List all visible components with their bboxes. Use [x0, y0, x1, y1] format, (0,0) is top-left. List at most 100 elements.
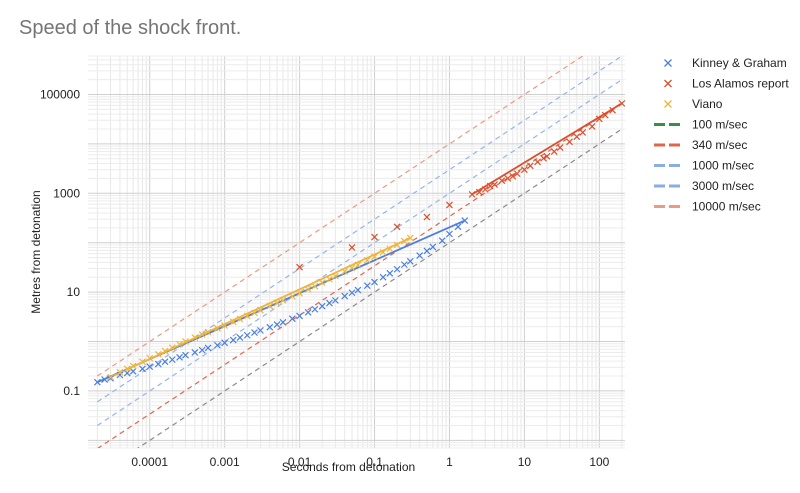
data-point: [513, 170, 521, 178]
data-point: [296, 263, 304, 271]
data-point: [304, 285, 312, 293]
data-point: [609, 106, 616, 114]
data-point: [304, 308, 312, 316]
data-point: [550, 148, 558, 155]
data-point: [326, 275, 333, 283]
data-point: [504, 174, 512, 182]
data-point: [595, 115, 603, 123]
data-point: [371, 233, 378, 241]
y-tick-label: 0.1: [63, 384, 80, 398]
legend: Kinney & Graham Los Alamos report Viano 100…: [654, 56, 789, 214]
data-point: [129, 367, 137, 375]
data-point: [393, 241, 401, 249]
data-point: [273, 299, 281, 307]
legend-label: 100 m/sec: [692, 118, 747, 132]
data-point: [486, 182, 494, 190]
data-point: [296, 312, 304, 320]
data-point: [116, 371, 124, 379]
data-point: [182, 338, 189, 345]
data-point: [139, 365, 146, 373]
data-point: [146, 354, 154, 362]
trend-line: [471, 102, 623, 196]
data-point: [204, 328, 212, 336]
data-point: [129, 362, 137, 370]
x-tick-label: 10: [518, 455, 532, 469]
x-axis-label: Seconds from detonation: [282, 460, 415, 474]
data-point: [331, 272, 339, 280]
data-point: [416, 252, 424, 259]
data-point: [423, 247, 431, 255]
data-point: [279, 318, 287, 326]
data-point: [273, 321, 281, 329]
data-point: [379, 248, 387, 256]
data-point: [509, 172, 517, 180]
legend-label: 340 m/sec: [692, 138, 747, 152]
x-tick-label: 0.1: [366, 455, 383, 469]
data-point: [279, 296, 287, 304]
data-point: [371, 253, 378, 261]
data-point: [579, 129, 587, 136]
data-point: [318, 279, 326, 287]
data-point: [266, 323, 274, 331]
data-point: [341, 268, 349, 276]
legend-label: Los Alamos report: [692, 77, 789, 91]
data-point: [296, 289, 304, 297]
data-point: [251, 329, 258, 336]
data-point: [588, 123, 596, 130]
data-point: [229, 336, 237, 344]
legend-label: 3000 m/sec: [692, 179, 754, 193]
data-point: [348, 244, 356, 251]
data-point: [475, 188, 483, 196]
data-point: [243, 312, 251, 320]
data-point: [556, 144, 564, 152]
legend-marker: [664, 59, 672, 67]
data-point: [123, 365, 131, 373]
y-axis-label: Metres from detonation: [29, 190, 43, 313]
data-point: [154, 360, 162, 368]
data-point: [326, 299, 333, 307]
data-point: [379, 273, 387, 281]
data-point: [481, 185, 489, 193]
legend-label: Kinney & Graham: [692, 56, 787, 70]
data-point: [213, 341, 221, 349]
x-tick-label: 1: [446, 455, 453, 469]
data-point: [221, 339, 229, 347]
data-point: [371, 278, 378, 286]
data-point: [601, 111, 609, 119]
data-point: [191, 334, 199, 342]
data-point: [393, 265, 401, 273]
data-point: [526, 162, 534, 170]
data-point: [236, 334, 244, 342]
data-point: [393, 223, 401, 231]
data-point: [288, 315, 296, 323]
data-point: [221, 322, 229, 330]
data-point: [386, 269, 394, 277]
data-point: [161, 347, 169, 355]
data-point: [520, 166, 528, 174]
legend-label: 10000 m/sec: [692, 200, 761, 214]
data-point: [311, 305, 319, 313]
speed-line: [97, 56, 584, 377]
data-point: [107, 373, 114, 381]
x-tick-label: 100: [589, 455, 609, 469]
data-point: [354, 261, 362, 269]
data-point: [288, 292, 296, 300]
data-point: [498, 177, 506, 185]
y-tick-label: 1000: [53, 186, 80, 200]
data-point: [198, 331, 206, 339]
speed-line: [137, 128, 623, 448]
data-point: [491, 181, 499, 189]
speed-line: [97, 79, 623, 426]
data-point: [446, 230, 453, 238]
y-tick-label: 100000: [40, 87, 80, 101]
data-point: [93, 378, 101, 386]
y-tick-label: 10: [67, 285, 81, 299]
data-point: [461, 217, 469, 225]
data-point: [348, 264, 356, 272]
data-point: [400, 237, 408, 245]
data-point: [534, 158, 542, 166]
data-point: [161, 358, 169, 366]
plot-area: [93, 56, 625, 448]
data-point: [429, 243, 437, 251]
